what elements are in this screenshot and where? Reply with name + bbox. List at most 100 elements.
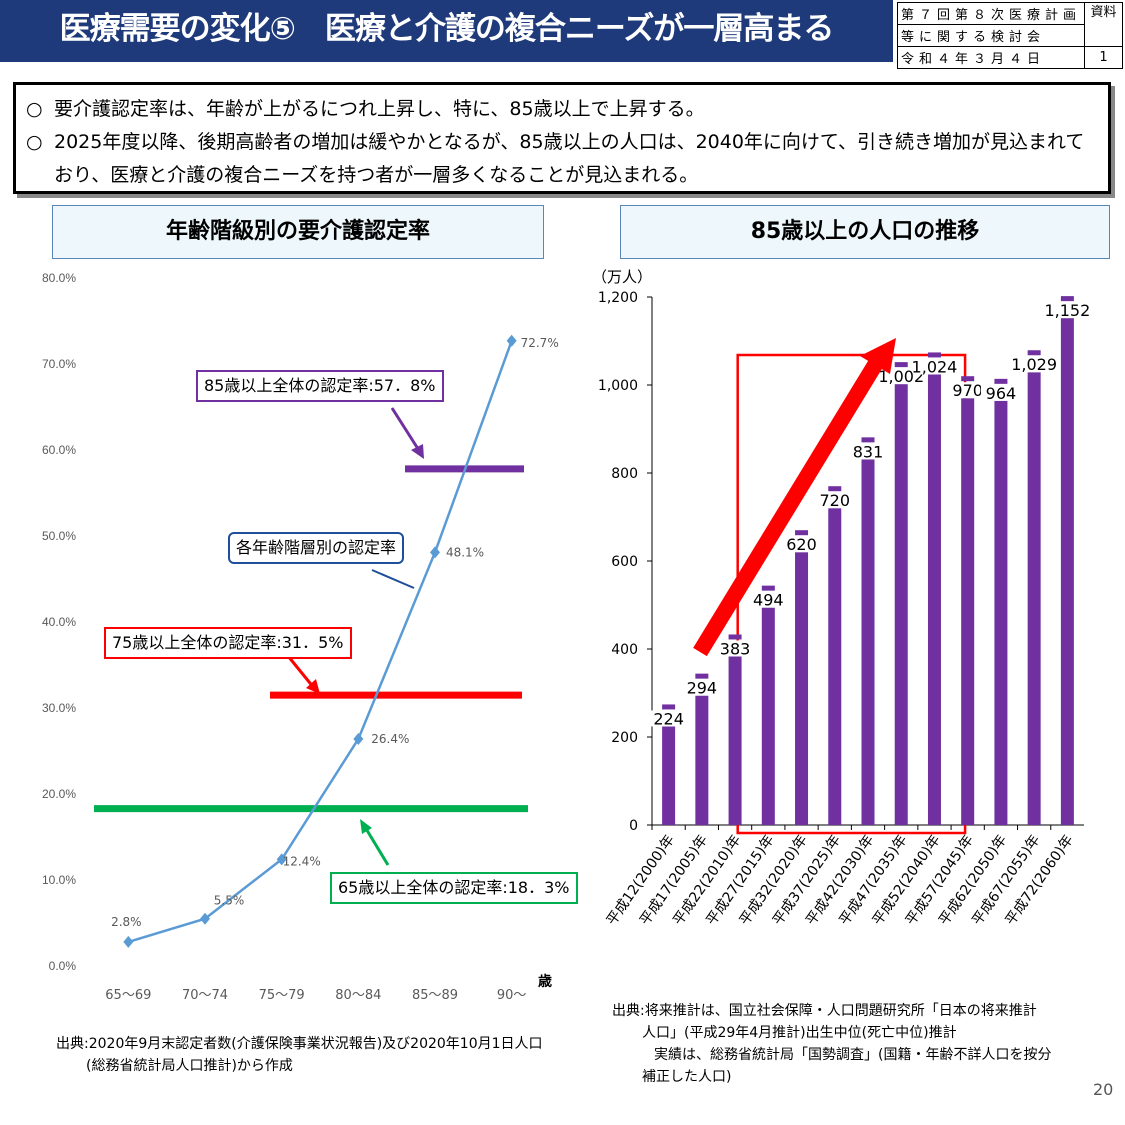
bar: [994, 400, 1008, 825]
pointer-75: [286, 655, 316, 689]
meeting-date: 令和４年３月４日: [896, 46, 1086, 69]
label-bg: [1047, 302, 1088, 319]
left-panel-title: 年齢階級別の要介護認定率: [52, 205, 544, 259]
y-tick-label: 1,000: [598, 378, 638, 394]
pointer-75-head: [306, 679, 320, 694]
y-tick-label: 400: [611, 642, 638, 658]
right-panel-title: 85歳以上の人口の推移: [620, 205, 1110, 259]
pointer-85-head: [411, 444, 424, 459]
bar-cap: [728, 634, 742, 640]
bar-value-label: 620: [786, 535, 817, 554]
bar-value-label: 1,152: [1044, 301, 1090, 320]
bar-value-label: 720: [819, 491, 850, 510]
bar-cap: [1060, 296, 1074, 302]
bar-value-label: 964: [986, 384, 1017, 403]
bar: [927, 374, 941, 825]
y-tick-label: 600: [611, 554, 638, 570]
bar-chart: 02004006008001,0001,200224平成12(2000)年294…: [598, 290, 1090, 928]
y-tick-label: 10.0%: [42, 873, 76, 887]
label-bg: [947, 382, 988, 399]
bar-value-label: 831: [853, 442, 884, 461]
right-source: 出典:将来推計は、国立社会保障・人口問題研究所「日本の将来推計 人口」(平成29…: [612, 1003, 1052, 1085]
bar-value-label: 224: [653, 709, 684, 728]
x-tick-label: 80～84: [335, 988, 381, 1003]
pointer-series: [371, 569, 415, 589]
data-point: [506, 334, 517, 347]
page-title: 医療需要の変化⑤ 医療と介護の複合ニーズが一層高まる: [59, 11, 835, 47]
y-tick-label: 20.0%: [42, 787, 76, 801]
x-tick-label: 90～: [497, 988, 527, 1003]
bar: [961, 398, 975, 825]
series-line: [127, 340, 513, 944]
summary-line-2: ○ 2025年度以降、後期高齢者の増加は緩やかとなるが、85歳以上の人口は、204…: [26, 131, 1085, 186]
y-tick-label: 200: [611, 730, 638, 746]
y-tick-label: 800: [611, 466, 638, 482]
bar: [828, 508, 842, 825]
bar-value-label: 970: [952, 381, 983, 400]
bar: [861, 459, 875, 825]
line-chart: 0.0% 10.0% 20.0% 30.0% 40.0% 50.0% 60.0% 70.0% 8…: [42, 271, 559, 1003]
bar-value-label: 294: [687, 679, 718, 698]
bar-cap: [961, 376, 975, 382]
bar-cap: [761, 585, 775, 591]
callout-65-rate: 65歳以上全体の認定率:18．3%: [330, 872, 578, 904]
label-bg: [648, 710, 689, 727]
x-tick-label: 85～89: [412, 988, 458, 1003]
bar-cap: [662, 704, 676, 710]
label-bg: [881, 368, 922, 385]
bar-cap: [795, 530, 809, 536]
y-tick-label: 0.0%: [49, 959, 77, 973]
bar-cap: [828, 486, 842, 492]
bar-value-label: 1,029: [1011, 355, 1057, 374]
bar: [1060, 318, 1074, 825]
data-point: [123, 935, 134, 948]
doc-label: 資料: [1084, 2, 1124, 47]
summary-box: ○ 要介護認定率は、年齢が上がるにつれ上昇し、特に、85歳以上で上昇する。 ○ 20…: [13, 82, 1111, 194]
left-source: 出典:2020年9月末認定者数(介護保険事業状況報告)及び2020年10月1日人…: [56, 1036, 543, 1074]
data-label: 72.7%: [521, 336, 559, 350]
doc-number: 1: [1084, 46, 1124, 69]
bar: [695, 695, 709, 825]
label-bg: [748, 591, 789, 608]
callout-series: 各年齢階層別の認定率: [228, 532, 405, 564]
pointer-85: [390, 407, 422, 453]
growth-arrow-head: [860, 338, 896, 374]
page-number: 20: [1093, 1080, 1114, 1099]
bar: [662, 726, 676, 825]
y-tick-label: 30.0%: [42, 701, 76, 715]
label-bg: [715, 640, 756, 657]
label-bg: [814, 492, 855, 509]
bar: [795, 552, 809, 825]
data-label: 26.4%: [371, 732, 409, 746]
y-tick-label: 80.0%: [42, 271, 76, 285]
y-tick-label: 50.0%: [42, 529, 76, 543]
callout-75-rate: 75歳以上全体の認定率:31．5%: [104, 627, 352, 659]
x-axis-label: 歳: [538, 973, 552, 990]
label-bg: [1014, 356, 1055, 373]
y-tick-label: 70.0%: [42, 357, 76, 371]
data-label: 2.8%: [111, 915, 142, 929]
bar: [728, 656, 742, 825]
bar-value-label: 383: [720, 639, 751, 658]
data-label: 48.1%: [446, 545, 484, 559]
y-tick-label: 0: [629, 818, 638, 834]
data-point: [276, 853, 287, 866]
meeting-name-line1: 第７回第８次医療計画: [896, 2, 1086, 25]
meeting-info-table: 第７回第８次医療計画 資料 等に関する検討会 令和４年３月４日 1: [896, 2, 1124, 69]
data-label: 12.4%: [283, 854, 321, 868]
x-tick-label: 70～74: [182, 988, 228, 1003]
callout-85-rate: 85歳以上全体の認定率:57．8%: [196, 370, 444, 402]
bar: [1027, 372, 1041, 825]
x-tick-label: 65～69: [105, 988, 151, 1003]
bar-value-label: 494: [753, 591, 784, 610]
label-bg: [781, 536, 822, 553]
x-tick-label: 75～79: [259, 988, 305, 1003]
label-bg: [681, 679, 722, 696]
data-label: 5.5%: [214, 894, 245, 908]
title-bar: [0, 0, 893, 62]
bar: [894, 384, 908, 825]
y-tick-label: 60.0%: [42, 443, 76, 457]
y-tick-label: 40.0%: [42, 615, 76, 629]
y-tick-label: 1,200: [598, 290, 638, 306]
